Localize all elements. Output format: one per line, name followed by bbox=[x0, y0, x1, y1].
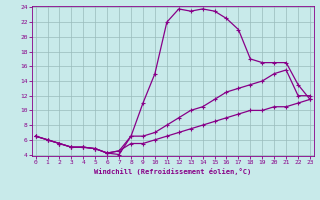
X-axis label: Windchill (Refroidissement éolien,°C): Windchill (Refroidissement éolien,°C) bbox=[94, 168, 252, 175]
